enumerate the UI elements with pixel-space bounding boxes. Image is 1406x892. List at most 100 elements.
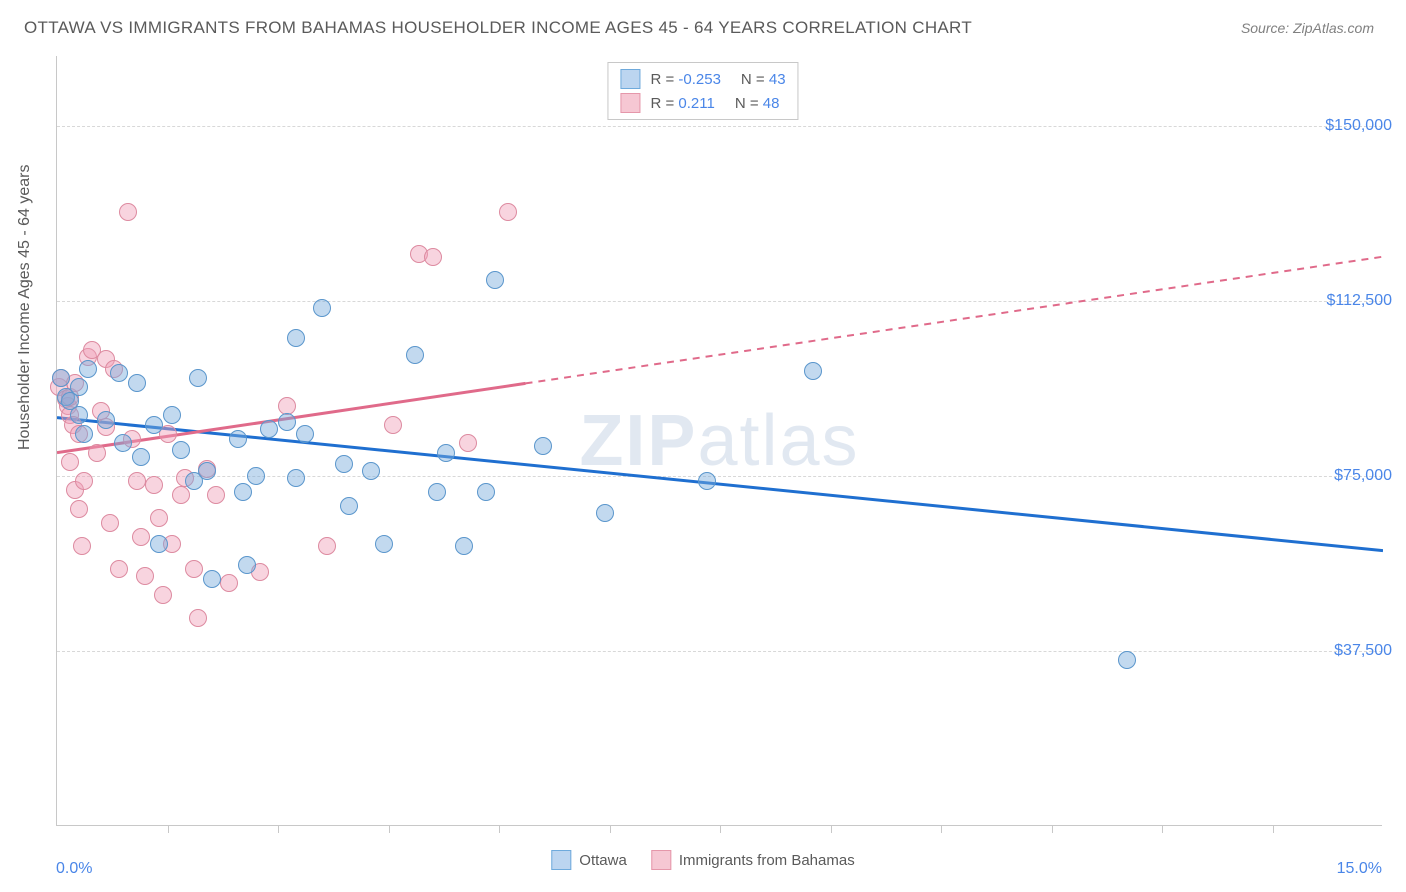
legend-swatch	[620, 69, 640, 89]
trend-line-dashed	[526, 257, 1383, 384]
scatter-point	[229, 430, 247, 448]
scatter-point	[128, 374, 146, 392]
scatter-point	[61, 453, 79, 471]
scatter-point	[362, 462, 380, 480]
legend-r-stat: R = -0.253	[650, 71, 720, 88]
scatter-point	[198, 462, 216, 480]
scatter-point	[150, 535, 168, 553]
y-tick-label: $150,000	[1325, 117, 1392, 135]
y-tick-label: $37,500	[1334, 642, 1392, 660]
gridline-horizontal	[57, 301, 1382, 302]
scatter-point	[119, 203, 137, 221]
scatter-point	[154, 586, 172, 604]
scatter-point	[234, 483, 252, 501]
x-tick	[1162, 825, 1163, 833]
scatter-point	[145, 416, 163, 434]
x-tick	[610, 825, 611, 833]
x-tick	[389, 825, 390, 833]
x-tick	[168, 825, 169, 833]
legend-swatch	[620, 93, 640, 113]
legend-stat-row: R = 0.211 N = 48	[620, 91, 785, 115]
scatter-point	[172, 486, 190, 504]
watermark-rest: atlas	[697, 401, 859, 481]
scatter-point	[335, 455, 353, 473]
plot-area: ZIPatlas	[56, 56, 1382, 826]
scatter-point	[132, 528, 150, 546]
scatter-point	[75, 425, 93, 443]
legend-r-stat: R = 0.211	[650, 95, 714, 112]
scatter-point	[287, 469, 305, 487]
x-tick	[1052, 825, 1053, 833]
scatter-point	[150, 509, 168, 527]
x-tick	[720, 825, 721, 833]
x-tick	[1273, 825, 1274, 833]
scatter-point	[220, 574, 238, 592]
scatter-point	[698, 472, 716, 490]
scatter-point	[52, 369, 70, 387]
scatter-point	[287, 329, 305, 347]
scatter-point	[499, 203, 517, 221]
scatter-point	[203, 570, 221, 588]
scatter-point	[207, 486, 225, 504]
source-label: Source: ZipAtlas.com	[1241, 20, 1374, 36]
legend-series-item: Immigrants from Bahamas	[651, 850, 855, 870]
scatter-point	[70, 406, 88, 424]
legend-series-label: Immigrants from Bahamas	[679, 852, 855, 869]
scatter-point	[278, 397, 296, 415]
x-axis-min-label: 0.0%	[56, 860, 92, 878]
x-tick	[499, 825, 500, 833]
scatter-point	[172, 441, 190, 459]
watermark-bold: ZIP	[579, 401, 697, 481]
scatter-point	[97, 411, 115, 429]
scatter-point	[88, 444, 106, 462]
legend-series-label: Ottawa	[579, 852, 627, 869]
scatter-point	[136, 567, 154, 585]
scatter-point	[79, 360, 97, 378]
scatter-point	[189, 369, 207, 387]
x-axis-max-label: 15.0%	[1337, 860, 1382, 878]
x-tick	[941, 825, 942, 833]
trend-lines	[57, 56, 1383, 826]
scatter-point	[428, 483, 446, 501]
legend-series-item: Ottawa	[551, 850, 627, 870]
scatter-point	[1118, 651, 1136, 669]
scatter-point	[459, 434, 477, 452]
scatter-point	[534, 437, 552, 455]
scatter-point	[406, 346, 424, 364]
chart-title: OTTAWA VS IMMIGRANTS FROM BAHAMAS HOUSEH…	[24, 18, 972, 38]
correlation-legend: R = -0.253 N = 43 R = 0.211 N = 48	[607, 62, 798, 120]
scatter-point	[128, 472, 146, 490]
scatter-point	[163, 406, 181, 424]
gridline-horizontal	[57, 126, 1382, 127]
chart-container: OTTAWA VS IMMIGRANTS FROM BAHAMAS HOUSEH…	[0, 0, 1406, 892]
x-tick	[278, 825, 279, 833]
scatter-point	[424, 248, 442, 266]
legend-n-stat: N = 48	[735, 95, 780, 112]
legend-stat-row: R = -0.253 N = 43	[620, 67, 785, 91]
watermark: ZIPatlas	[579, 400, 859, 482]
scatter-point	[73, 537, 91, 555]
scatter-point	[486, 271, 504, 289]
scatter-point	[145, 476, 163, 494]
scatter-point	[101, 514, 119, 532]
scatter-point	[296, 425, 314, 443]
scatter-point	[375, 535, 393, 553]
gridline-horizontal	[57, 651, 1382, 652]
scatter-point	[238, 556, 256, 574]
scatter-point	[75, 472, 93, 490]
scatter-point	[110, 560, 128, 578]
scatter-point	[455, 537, 473, 555]
y-tick-label: $75,000	[1334, 467, 1392, 485]
scatter-point	[278, 413, 296, 431]
scatter-point	[596, 504, 614, 522]
x-tick	[831, 825, 832, 833]
scatter-point	[340, 497, 358, 515]
y-axis-label: Householder Income Ages 45 - 64 years	[16, 165, 34, 451]
scatter-point	[477, 483, 495, 501]
scatter-point	[70, 378, 88, 396]
scatter-point	[185, 560, 203, 578]
legend-n-stat: N = 43	[741, 71, 786, 88]
legend-swatch	[651, 850, 671, 870]
legend-swatch	[551, 850, 571, 870]
scatter-point	[247, 467, 265, 485]
